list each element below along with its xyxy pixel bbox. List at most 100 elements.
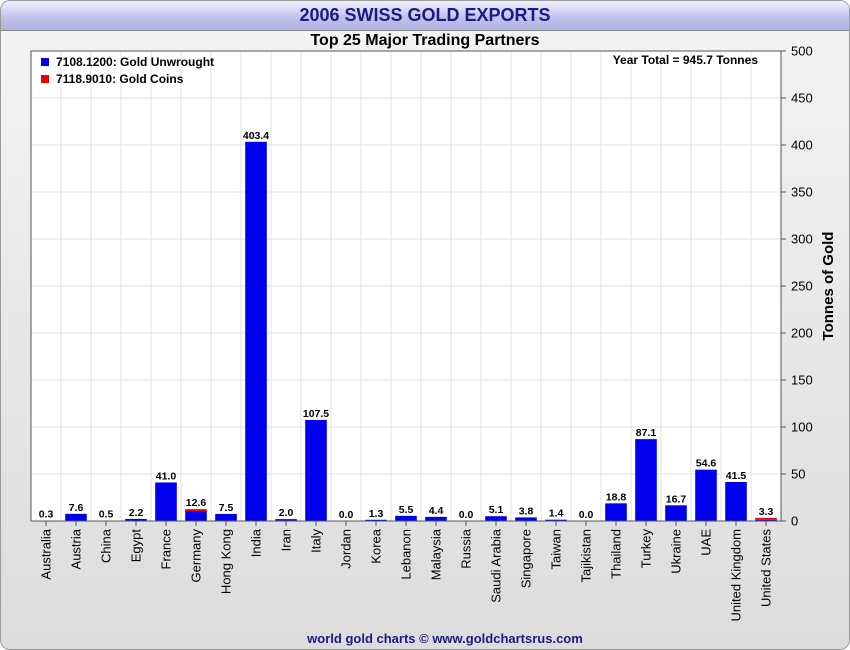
bar-gold-unwrought — [365, 519, 387, 521]
chart-title: 2006 SWISS GOLD EXPORTS — [299, 5, 551, 25]
bar-gold-unwrought — [725, 481, 747, 521]
bar-value-label: 0.0 — [339, 509, 354, 521]
legend-label-coins: 7118.9010: Gold Coins — [56, 72, 184, 86]
x-tick-label: Singapore — [519, 529, 534, 588]
x-tick-label: Thailand — [609, 529, 624, 579]
bar-value-label: 0.0 — [459, 509, 474, 521]
bar-value-label: 107.5 — [303, 408, 329, 420]
legend-label-unwrought: 7108.1200: Gold Unwrought — [56, 55, 214, 69]
bar-gold-coins — [185, 509, 207, 512]
bar-value-label: 16.7 — [666, 493, 687, 505]
y-tick-label: 400 — [791, 138, 813, 153]
bar-value-label: 18.8 — [606, 491, 627, 503]
bar-value-label: 54.6 — [696, 458, 717, 470]
chart-subtitle: Top 25 Major Trading Partners — [310, 32, 540, 49]
y-tick-label: 250 — [791, 279, 813, 294]
legend: 7108.1200: Gold Unwrought 7118.9010: Gol… — [41, 55, 214, 86]
bar-gold-unwrought — [215, 513, 237, 521]
bar-gold-unwrought — [485, 516, 507, 521]
title-banner: 2006 SWISS GOLD EXPORTS — [1, 1, 849, 31]
legend-swatch-unwrought — [41, 58, 49, 66]
bar-value-label: 87.1 — [636, 427, 657, 439]
bar-value-label: 5.1 — [489, 504, 504, 516]
x-tick-label: UAE — [699, 529, 714, 556]
bar-value-label: 2.0 — [279, 507, 294, 519]
bar-value-label: 3.8 — [519, 505, 534, 517]
bar-value-label: 4.4 — [429, 505, 444, 517]
bar-value-label: 403.4 — [243, 130, 269, 142]
bar-gold-unwrought — [425, 516, 447, 521]
year-total-annotation: Year Total = 945.7 Tonnes — [613, 53, 759, 67]
bar-value-label: 0.5 — [99, 509, 114, 521]
y-tick-label: 300 — [791, 232, 813, 247]
footer-credit: world gold charts © www.goldchartsrus.co… — [307, 631, 583, 646]
bar-value-label: 2.2 — [129, 507, 144, 519]
bar-value-label: 3.3 — [759, 506, 774, 518]
x-tick-label: Hong Kong — [219, 529, 234, 594]
x-axis: Australia Austria China Egypt France Germany H… — [39, 521, 774, 622]
y-tick-label: 450 — [791, 91, 813, 106]
y-axis: 0 50 100 150 200 250 300 350 400 450 500 — [781, 44, 813, 529]
x-tick-label: Korea — [369, 528, 384, 563]
x-tick-label: Australia — [39, 528, 54, 579]
x-tick-label: India — [249, 528, 264, 557]
bar-gold-unwrought — [695, 469, 717, 521]
x-tick-label: Tajikistan — [579, 529, 594, 582]
bar-gold-unwrought — [665, 505, 687, 521]
bar-gold-unwrought — [155, 482, 177, 521]
x-tick-label: Ukraine — [669, 529, 684, 574]
x-tick-label: Germany — [189, 529, 204, 583]
bar-value-label: 1.3 — [369, 508, 384, 520]
x-tick-label: United States — [759, 529, 774, 608]
bar-value-label: 7.6 — [69, 502, 84, 514]
bar-gold-unwrought — [275, 519, 297, 521]
y-tick-label: 500 — [791, 44, 813, 59]
y-tick-label: 350 — [791, 185, 813, 200]
grid-lines — [31, 51, 781, 521]
x-tick-label: China — [99, 528, 114, 563]
bar-gold-unwrought — [185, 511, 207, 521]
bar-value-label: 0.3 — [39, 509, 54, 521]
x-tick-label: Malaysia — [429, 528, 444, 580]
y-tick-label: 0 — [791, 514, 798, 529]
x-tick-label: Turkey — [639, 529, 654, 569]
x-tick-label: Italy — [309, 529, 324, 553]
x-tick-label: United Kingdom — [729, 529, 744, 622]
x-tick-label: Iran — [279, 529, 294, 551]
bar-gold-unwrought — [305, 419, 327, 521]
x-tick-label: Russia — [459, 528, 474, 569]
x-tick-label: Saudi Arabia — [489, 528, 504, 602]
y-tick-label: 200 — [791, 326, 813, 341]
bar-gold-unwrought — [395, 515, 417, 521]
bar-value-label: 41.5 — [726, 470, 747, 482]
bar-value-label: 5.5 — [399, 504, 414, 516]
bar-value-label: 12.6 — [186, 497, 207, 509]
bar-gold-unwrought — [635, 439, 657, 521]
bar-gold-coins — [755, 517, 777, 520]
bar-value-label: 7.5 — [219, 502, 234, 514]
x-tick-label: France — [159, 529, 174, 569]
y-tick-label: 50 — [791, 467, 805, 482]
bar-gold-unwrought — [65, 513, 87, 521]
x-tick-label: Austria — [69, 528, 84, 569]
y-tick-label: 150 — [791, 373, 813, 388]
x-tick-label: Egypt — [129, 529, 144, 563]
x-tick-label: Lebanon — [399, 529, 414, 580]
bars — [35, 141, 777, 522]
bar-gold-unwrought — [245, 141, 267, 521]
bar-value-label: 1.4 — [549, 508, 564, 520]
y-axis-label: Tonnes of Gold — [820, 232, 837, 341]
bar-gold-unwrought — [545, 519, 567, 521]
bar-gold-unwrought — [755, 519, 777, 521]
bar-gold-unwrought — [515, 517, 537, 521]
bar-gold-unwrought — [125, 518, 147, 521]
data-labels: 0.3 7.6 0.5 2.2 41.0 12.6 7.5 403.4 2.0 107.5 0.0 1… — [39, 130, 774, 521]
bar-value-label: 0.0 — [579, 509, 594, 521]
x-tick-label: Jordan — [339, 529, 354, 569]
bar-value-label: 41.0 — [156, 470, 177, 482]
legend-swatch-coins — [41, 75, 49, 83]
x-tick-label: Taiwan — [549, 529, 564, 569]
bar-gold-unwrought — [605, 503, 627, 521]
